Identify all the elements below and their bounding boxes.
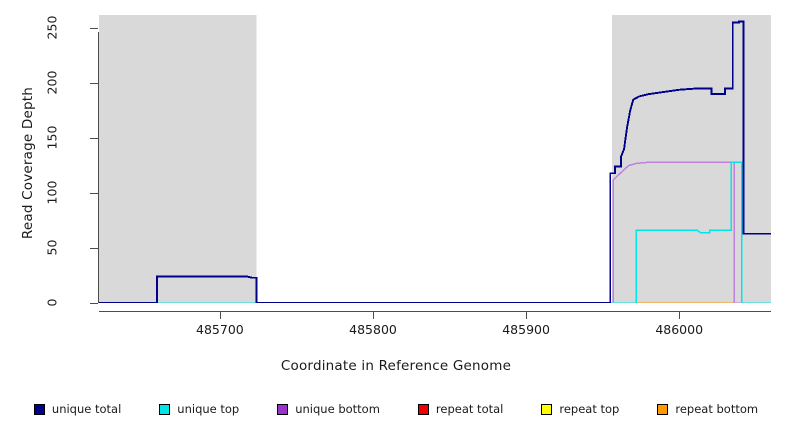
repeat-region-left <box>99 15 257 303</box>
y-tick-250 <box>90 28 98 30</box>
legend-label: unique total <box>51 402 122 416</box>
x-tick-label-485700: 485700 <box>196 322 244 337</box>
legend-swatch-unique-top <box>159 403 171 415</box>
legend-item-repeat-total[interactable]: repeat total <box>417 402 504 416</box>
legend-label: repeat total <box>435 402 504 416</box>
legend-item-unique-bottom[interactable]: unique bottom <box>277 402 380 416</box>
x-tick-485700 <box>219 311 221 319</box>
shaded-repeat-bands <box>99 15 771 303</box>
legend-spacer <box>503 409 541 410</box>
legend-spacer <box>619 409 657 410</box>
y-tick-50 <box>90 248 98 249</box>
x-axis-title: Coordinate in Reference Genome <box>280 358 512 374</box>
legend-swatch-repeat-bottom <box>657 403 669 415</box>
legend-label: unique bottom <box>295 402 380 416</box>
x-tick-485800 <box>373 311 374 319</box>
y-tick-label-100: 100 <box>44 180 60 205</box>
y-tick-label-150: 150 <box>44 125 60 150</box>
legend-item-repeat-top[interactable]: repeat top <box>541 402 619 416</box>
repeat-region-right <box>611 15 771 303</box>
coverage-series-group <box>99 20 771 303</box>
legend-item-unique-top[interactable]: unique top <box>159 402 239 416</box>
series-unique-total <box>99 20 771 303</box>
y-tick-0 <box>90 303 98 304</box>
y-tick-label-200: 200 <box>44 70 60 95</box>
y-axis-title: Read Coverage Depth <box>20 86 36 240</box>
y-axis-line <box>98 32 99 303</box>
series-unique-top <box>99 161 771 303</box>
y-tick-150 <box>90 138 98 140</box>
y-tick-200 <box>90 83 98 85</box>
y-tick-100 <box>90 193 98 195</box>
legend-spacer <box>380 409 418 410</box>
legend-swatch-repeat-top <box>541 403 553 415</box>
x-tick-485900 <box>526 311 528 319</box>
legend-swatch-repeat-total <box>417 403 429 415</box>
legend-swatch-unique-total <box>33 403 45 415</box>
y-tick-label-250: 250 <box>44 15 60 40</box>
series-unique-bottom <box>99 161 771 303</box>
legend-label: unique top <box>177 402 240 416</box>
y-tick-label-50: 50 <box>44 239 60 256</box>
y-tick-label-0: 0 <box>44 298 60 307</box>
legend-item-repeat-bottom[interactable]: repeat bottom <box>657 402 758 416</box>
coverage-plot-svg <box>99 15 771 303</box>
legend-spacer <box>239 409 277 410</box>
legend-swatch-unique-bottom <box>277 403 289 415</box>
x-axis-line <box>99 311 771 312</box>
x-tick-label-486000: 486000 <box>655 322 704 337</box>
legend-spacer <box>121 409 159 410</box>
x-tick-label-485800: 485800 <box>349 322 397 337</box>
plot-area <box>99 15 771 303</box>
legend-item-unique-total[interactable]: unique total <box>33 402 122 416</box>
chart-legend: unique total unique top unique bottom repea… <box>0 398 792 420</box>
x-tick-486000 <box>679 311 681 319</box>
x-tick-label-485900: 485900 <box>502 322 550 337</box>
legend-label: repeat bottom <box>675 402 759 416</box>
legend-label: repeat top <box>559 402 620 416</box>
